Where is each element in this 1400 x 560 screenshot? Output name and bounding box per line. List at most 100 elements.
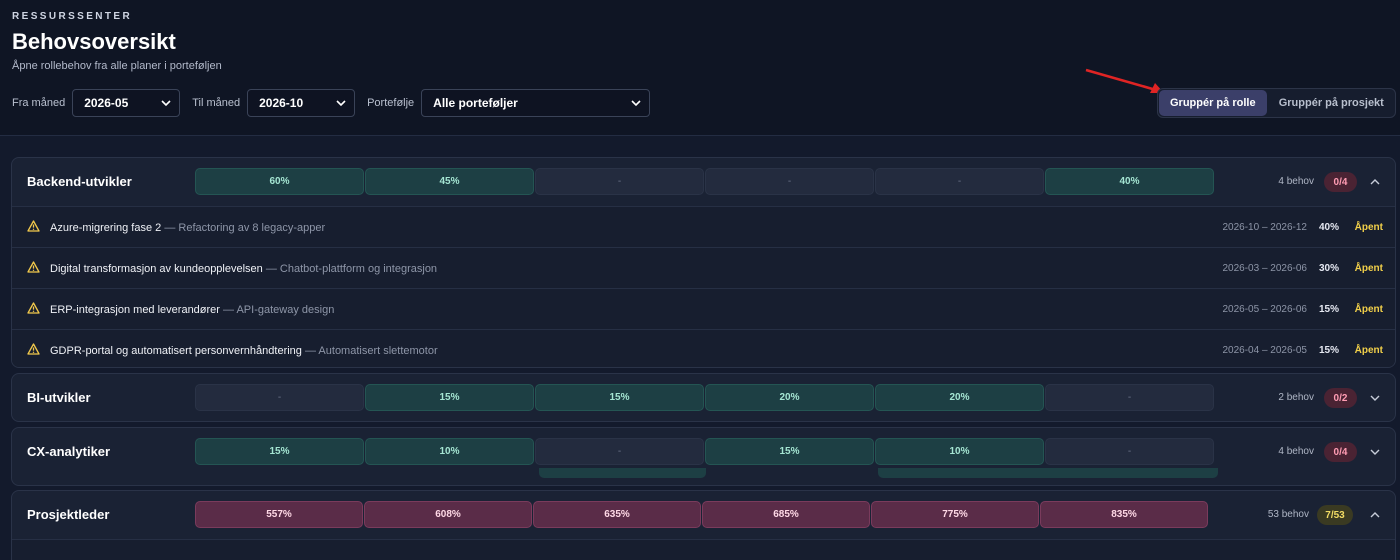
role-group-header[interactable]: CX-analytiker 15% 10% - 15% 10% - 4 beho… <box>12 428 1395 476</box>
project-percent: 40% <box>1318 222 1339 233</box>
project-title: GDPR-portal og automatisert personvernhå… <box>50 345 438 357</box>
month-cell: 685% <box>702 501 870 528</box>
month-cell: - <box>195 384 364 411</box>
month-cell: 20% <box>875 384 1044 411</box>
status-badge: 0/2 <box>1324 388 1357 408</box>
month-cell: 835% <box>1040 501 1208 528</box>
project-status: Åpent <box>1354 222 1383 233</box>
role-group-backend: Backend-utvikler 60% 45% - - - 40% 4 beh… <box>11 157 1396 368</box>
role-group-header[interactable]: Prosjektleder 557% 608% 635% 685% 775% 8… <box>12 491 1395 539</box>
project-title: Digital transformasjon av kundeopplevels… <box>50 263 437 275</box>
filter-bar: Fra måned 2026-05 Til måned 2026-10 Port… <box>12 89 662 117</box>
to-month-select[interactable]: 2026-10 <box>247 89 356 117</box>
project-subtitle: — Refactoring av 8 legacy-apper <box>161 222 326 234</box>
portfolio-value: Alle porteføljer <box>433 96 518 110</box>
status-badge: 0/4 <box>1324 172 1357 192</box>
to-month-value: 2026-10 <box>259 96 304 110</box>
project-title: Azure-migrering fase 2 — Refactoring av … <box>50 222 325 234</box>
project-percent: 15% <box>1318 304 1339 315</box>
behov-count: 4 behov <box>1278 446 1314 457</box>
project-status: Åpent <box>1354 345 1383 356</box>
group-by-project-button[interactable]: Gruppér på prosjekt <box>1278 97 1384 109</box>
page-header: RESSURSSENTER Behovsoversikt Åpne rolleb… <box>0 0 1400 136</box>
project-name: GDPR-portal og automatisert personvernhå… <box>50 345 302 357</box>
chevron-down-icon <box>161 100 171 107</box>
month-cell: 20% <box>705 384 874 411</box>
project-status: Åpent <box>1354 304 1383 315</box>
role-group-prosjektleder: Prosjektleder 557% 608% 635% 685% 775% 8… <box>11 490 1396 560</box>
project-row[interactable]: Azure-migrering fase 2 — Refactoring av … <box>12 206 1395 247</box>
role-name: CX-analytiker <box>27 444 111 459</box>
to-month-label: Til måned <box>192 97 241 109</box>
project-dates: 2026-03 – 2026-06 <box>1222 263 1307 274</box>
project-percent: 15% <box>1318 345 1339 356</box>
project-name: Digital transformasjon av kundeopplevels… <box>50 263 263 275</box>
project-row[interactable]: ERP-integrasjon med leverandører — API-g… <box>12 288 1395 329</box>
collapse-animation-shadow <box>539 468 706 478</box>
month-cell: - <box>535 438 704 465</box>
warning-icon <box>27 220 40 232</box>
from-month-select[interactable]: 2026-05 <box>72 89 181 117</box>
project-row[interactable]: GDPR-portal og automatisert personvernhå… <box>12 329 1395 367</box>
month-cell: 608% <box>364 501 532 528</box>
month-cell: 60% <box>195 168 364 195</box>
warning-icon <box>27 343 40 355</box>
project-row[interactable] <box>12 539 1395 560</box>
role-name: BI-utvikler <box>27 390 91 405</box>
project-title: ERP-integrasjon med leverandører — API-g… <box>50 304 334 316</box>
group-by-role-button[interactable]: Gruppér på rolle <box>1159 90 1267 116</box>
behov-count: 53 behov <box>1267 509 1309 520</box>
month-cell: 40% <box>1045 168 1214 195</box>
project-dates: 2026-05 – 2026-06 <box>1222 304 1307 315</box>
from-month-value: 2026-05 <box>84 96 129 110</box>
portfolio-select[interactable]: Alle porteføljer <box>421 89 651 117</box>
month-cell: - <box>535 168 704 195</box>
chevron-down-icon[interactable] <box>1369 392 1381 404</box>
status-badge: 0/4 <box>1324 442 1357 462</box>
month-cell: 635% <box>533 501 701 528</box>
month-cell: 15% <box>535 384 704 411</box>
project-dates: 2026-04 – 2026-05 <box>1222 345 1307 356</box>
chevron-up-icon[interactable] <box>1369 176 1381 188</box>
page-subtitle: Åpne rollebehov fra alle planer i portef… <box>12 60 222 72</box>
portfolio-label: Portefølje <box>367 97 415 109</box>
chevron-up-icon[interactable] <box>1369 509 1381 521</box>
month-cell: 15% <box>365 384 534 411</box>
behov-count: 2 behov <box>1278 392 1314 403</box>
role-group-header[interactable]: Backend-utvikler 60% 45% - - - 40% 4 beh… <box>12 158 1395 206</box>
role-group-header[interactable]: BI-utvikler - 15% 15% 20% 20% - 2 behov … <box>12 374 1395 421</box>
project-subtitle: — API-gateway design <box>219 304 335 316</box>
page-title: Behovsoversikt <box>12 29 176 54</box>
project-name: Azure-migrering fase 2 <box>50 222 162 234</box>
chevron-down-icon <box>631 100 641 107</box>
month-cell: - <box>1045 384 1214 411</box>
eyebrow: RESSURSSENTER <box>12 11 133 22</box>
grouping-toggle: Gruppér på rolle Gruppér på prosjekt <box>1157 88 1396 118</box>
role-name: Prosjektleder <box>27 507 110 522</box>
month-cell: 10% <box>875 438 1044 465</box>
month-cell: - <box>705 168 874 195</box>
behov-count: 4 behov <box>1278 176 1314 187</box>
warning-icon <box>27 261 40 273</box>
project-subtitle: — Chatbot-plattform og integrasjon <box>262 263 438 275</box>
chevron-down-icon[interactable] <box>1369 446 1381 458</box>
project-dates: 2026-10 – 2026-12 <box>1222 222 1307 233</box>
project-subtitle: — Automatisert slettemotor <box>301 345 438 357</box>
project-name: ERP-integrasjon med leverandører <box>50 304 220 316</box>
month-cell: - <box>1045 438 1214 465</box>
month-cell: 10% <box>365 438 534 465</box>
month-cell: - <box>875 168 1044 195</box>
role-group-bi: BI-utvikler - 15% 15% 20% 20% - 2 behov … <box>11 373 1396 422</box>
project-percent: 30% <box>1318 263 1339 274</box>
warning-icon <box>27 302 40 314</box>
collapse-animation-shadow <box>878 468 1218 478</box>
role-group-cx: CX-analytiker 15% 10% - 15% 10% - 4 beho… <box>11 427 1396 486</box>
from-month-label: Fra måned <box>12 97 66 109</box>
project-row[interactable]: Digital transformasjon av kundeopplevels… <box>12 247 1395 288</box>
month-cell: 557% <box>195 501 363 528</box>
month-cell: 775% <box>871 501 1039 528</box>
project-status: Åpent <box>1354 263 1383 274</box>
chevron-down-icon <box>336 100 346 107</box>
month-cell: 45% <box>365 168 534 195</box>
month-cell: 15% <box>195 438 364 465</box>
